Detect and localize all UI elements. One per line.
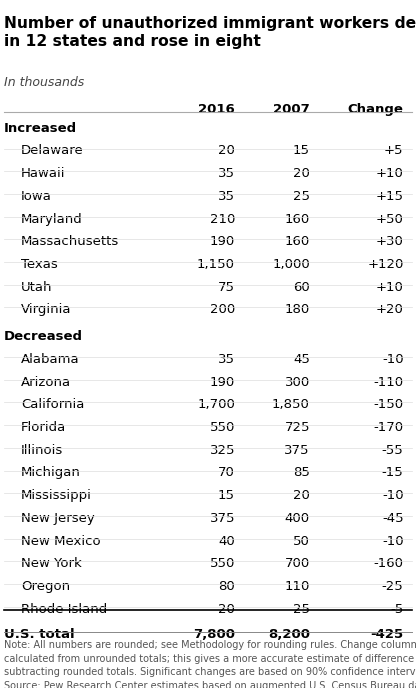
Text: Alabama: Alabama [21,353,79,366]
Text: +5: +5 [384,144,404,158]
Text: Oregon: Oregon [21,580,70,593]
Text: 85: 85 [293,466,310,480]
Text: 35: 35 [218,167,235,180]
Text: 1,000: 1,000 [272,258,310,271]
Text: 20: 20 [218,603,235,616]
Text: Arizona: Arizona [21,376,71,389]
Text: -425: -425 [370,628,404,641]
Text: New York: New York [21,557,82,570]
Text: -10: -10 [382,489,404,502]
Text: 25: 25 [293,603,310,616]
Text: 2016: 2016 [198,103,235,116]
Text: 550: 550 [210,557,235,570]
Text: 35: 35 [218,190,235,203]
Text: Delaware: Delaware [21,144,84,158]
Text: 20: 20 [293,167,310,180]
Text: Increased: Increased [4,122,77,135]
Text: 15: 15 [218,489,235,502]
Text: -5: -5 [390,603,404,616]
Text: Change: Change [348,103,404,116]
Text: U.S. total: U.S. total [4,628,75,641]
Text: 25: 25 [293,190,310,203]
Text: -10: -10 [382,535,404,548]
Text: +20: +20 [376,303,404,316]
Text: 20: 20 [218,144,235,158]
Text: 50: 50 [293,535,310,548]
Text: 325: 325 [210,444,235,457]
Text: Rhode Island: Rhode Island [21,603,107,616]
Text: 375: 375 [210,512,235,525]
Text: 1,150: 1,150 [197,258,235,271]
Text: Iowa: Iowa [21,190,52,203]
Text: 200: 200 [210,303,235,316]
Text: Michigan: Michigan [21,466,81,480]
Text: -25: -25 [382,580,404,593]
Text: 190: 190 [210,235,235,248]
Text: 40: 40 [218,535,235,548]
Text: +10: +10 [376,281,404,294]
Text: California: California [21,398,84,411]
Text: 160: 160 [285,213,310,226]
Text: 80: 80 [218,580,235,593]
Text: Mississippi: Mississippi [21,489,92,502]
Text: 725: 725 [285,421,310,434]
Text: 45: 45 [293,353,310,366]
Text: -170: -170 [374,421,404,434]
Text: 400: 400 [285,512,310,525]
Text: Decreased: Decreased [4,330,83,343]
Text: Number of unauthorized immigrant workers declined
in 12 states and rose in eight: Number of unauthorized immigrant workers… [4,16,416,50]
Text: Virginia: Virginia [21,303,71,316]
Text: In thousands: In thousands [4,76,84,89]
Text: -110: -110 [374,376,404,389]
Text: 1,850: 1,850 [272,398,310,411]
Text: 75: 75 [218,281,235,294]
Text: 8,200: 8,200 [268,628,310,641]
Text: -15: -15 [382,466,404,480]
Text: 70: 70 [218,466,235,480]
Text: New Jersey: New Jersey [21,512,94,525]
Text: 35: 35 [218,353,235,366]
Text: Utah: Utah [21,281,52,294]
Text: 300: 300 [285,376,310,389]
Text: 550: 550 [210,421,235,434]
Text: -150: -150 [374,398,404,411]
Text: Note: All numbers are rounded; see Methodology for rounding rules. Change column: Note: All numbers are rounded; see Metho… [4,640,416,688]
Text: 110: 110 [285,580,310,593]
Text: 160: 160 [285,235,310,248]
Text: 210: 210 [210,213,235,226]
Text: -10: -10 [382,353,404,366]
Text: +30: +30 [376,235,404,248]
Text: 20: 20 [293,489,310,502]
Text: 190: 190 [210,376,235,389]
Text: Texas: Texas [21,258,57,271]
Text: 60: 60 [293,281,310,294]
Text: 700: 700 [285,557,310,570]
Text: +120: +120 [367,258,404,271]
Text: +15: +15 [376,190,404,203]
Text: +10: +10 [376,167,404,180]
Text: -55: -55 [382,444,404,457]
Text: +50: +50 [376,213,404,226]
Text: 2007: 2007 [273,103,310,116]
Text: -45: -45 [382,512,404,525]
Text: 7,800: 7,800 [193,628,235,641]
Text: 180: 180 [285,303,310,316]
Text: Florida: Florida [21,421,66,434]
Text: 375: 375 [285,444,310,457]
Text: 15: 15 [293,144,310,158]
Text: New Mexico: New Mexico [21,535,100,548]
Text: Massachusetts: Massachusetts [21,235,119,248]
Text: Maryland: Maryland [21,213,82,226]
Text: 1,700: 1,700 [197,398,235,411]
Text: Illinois: Illinois [21,444,63,457]
Text: -160: -160 [374,557,404,570]
Text: Hawaii: Hawaii [21,167,65,180]
